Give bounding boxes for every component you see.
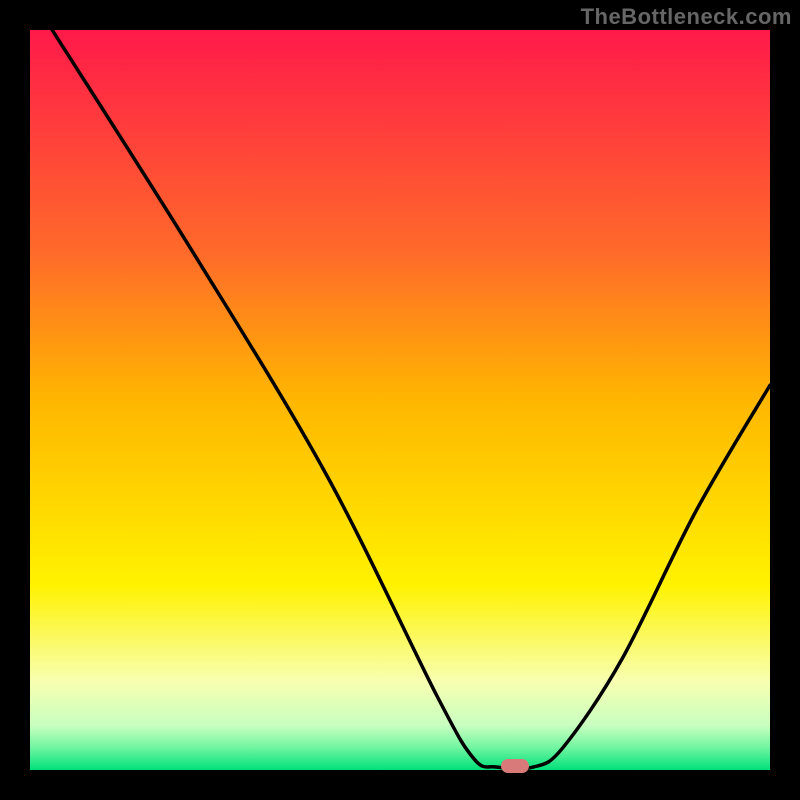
watermark-text: TheBottleneck.com <box>581 4 792 30</box>
bottleneck-curve <box>30 30 770 770</box>
plot-area <box>30 30 770 770</box>
chart-container: TheBottleneck.com <box>0 0 800 800</box>
optimal-marker <box>501 759 529 773</box>
